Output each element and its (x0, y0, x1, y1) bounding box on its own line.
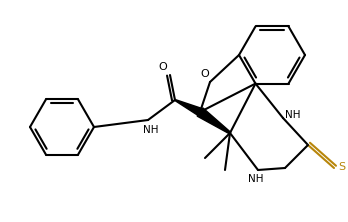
Polygon shape (175, 99, 202, 116)
Text: NH: NH (285, 110, 301, 120)
Text: O: O (201, 69, 209, 79)
Text: S: S (339, 162, 346, 172)
Text: NH: NH (143, 125, 159, 135)
Text: O: O (159, 62, 167, 72)
Text: NH: NH (248, 174, 264, 184)
Polygon shape (197, 108, 231, 134)
